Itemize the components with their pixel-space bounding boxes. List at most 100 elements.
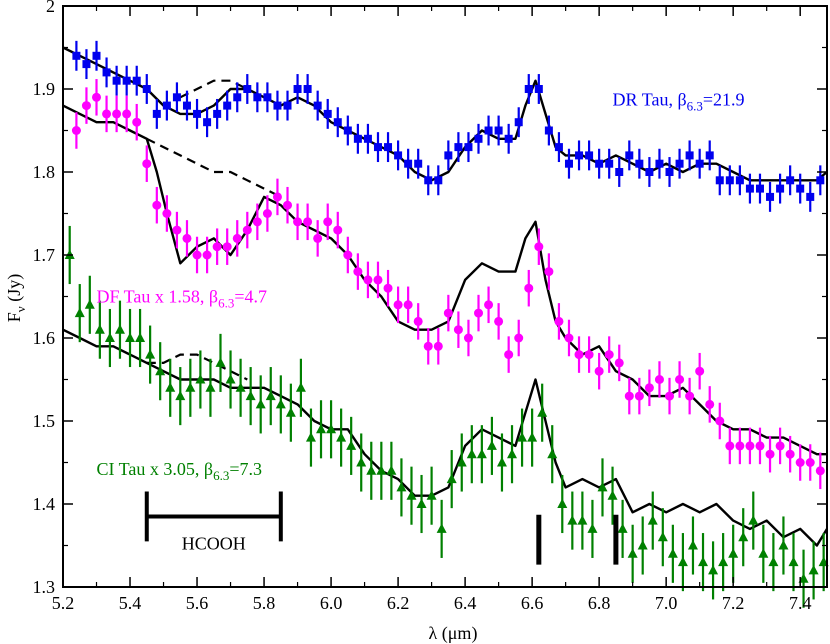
data-point-df xyxy=(162,209,172,218)
data-point-dr xyxy=(735,176,744,185)
y-tick-label: 1.5 xyxy=(33,411,56,431)
data-point-ci xyxy=(255,398,266,409)
data-point-df xyxy=(463,333,473,343)
data-point-dr xyxy=(504,134,513,143)
data-point-dr xyxy=(223,101,232,110)
data-point-ci xyxy=(84,299,95,309)
data-point-ci xyxy=(738,531,749,542)
data-point-ci xyxy=(406,490,417,500)
data-point-df xyxy=(624,391,634,401)
data-point-df xyxy=(775,441,785,451)
data-point-ci xyxy=(356,457,367,467)
data-point-ci xyxy=(195,374,206,384)
data-point-df xyxy=(353,267,363,277)
data-point-df xyxy=(534,242,544,252)
data-point-dr xyxy=(213,109,222,118)
data-point-dr xyxy=(384,143,393,152)
data-point-dr xyxy=(404,159,413,168)
data-point-ci xyxy=(305,432,316,442)
data-point-ci xyxy=(74,307,85,318)
data-point-df xyxy=(283,200,293,210)
data-point-dr xyxy=(625,151,634,160)
data-point-ci xyxy=(758,548,769,558)
data-point-df xyxy=(323,217,333,227)
data-point-df xyxy=(634,391,644,401)
data-point-dr xyxy=(484,126,493,135)
data-point-ci xyxy=(788,556,799,567)
data-point-dr xyxy=(414,159,423,168)
x-tick-label: 6.8 xyxy=(588,593,611,613)
data-point-dr xyxy=(786,176,795,185)
data-point-dr xyxy=(776,184,785,193)
x-axis-title-unit: μm xyxy=(448,623,472,643)
data-point-dr xyxy=(303,85,312,93)
data-point-dr xyxy=(544,126,553,135)
data-point-df xyxy=(383,283,393,293)
data-point-ci xyxy=(275,398,286,409)
data-point-dr xyxy=(575,151,584,160)
data-point-df xyxy=(554,316,564,326)
data-point-df xyxy=(644,383,654,393)
data-point-df xyxy=(745,441,755,451)
data-point-df xyxy=(785,449,795,459)
x-tick-label: 7.0 xyxy=(655,593,678,613)
data-point-ci xyxy=(185,382,196,392)
y-tick-label: 1.4 xyxy=(33,494,56,514)
data-point-ci xyxy=(687,540,698,550)
data-point-df xyxy=(172,225,182,235)
data-point-df xyxy=(393,300,403,310)
y-axis-title-rest: (Jy) xyxy=(4,274,25,307)
data-point-dr xyxy=(554,143,563,152)
x-tick-label: 7.4 xyxy=(789,593,812,613)
data-point-ci xyxy=(778,540,789,550)
data-point-dr xyxy=(635,159,644,168)
data-point-df xyxy=(735,441,745,451)
data-point-ci xyxy=(527,432,538,442)
data-point-df xyxy=(182,233,192,243)
data-point-dr xyxy=(363,134,372,143)
data-point-dr xyxy=(755,184,764,193)
data-point-dr xyxy=(454,143,463,152)
data-point-dr xyxy=(203,118,212,127)
data-point-ci xyxy=(245,390,256,401)
data-point-df xyxy=(594,366,604,376)
data-point-df xyxy=(81,101,91,111)
model-line-df xyxy=(62,104,827,456)
y-tick-label: 2 xyxy=(46,0,55,16)
data-point-df xyxy=(71,126,81,135)
data-point-df xyxy=(373,275,383,285)
data-point-df xyxy=(433,341,443,351)
data-point-ci xyxy=(265,390,276,401)
data-point-ci xyxy=(155,365,166,376)
series-label-dr-sub: 6.3 xyxy=(687,99,703,114)
data-point-ci xyxy=(587,523,598,533)
data-point-dr xyxy=(263,93,272,102)
data-point-dr xyxy=(92,51,101,60)
data-point-dr xyxy=(766,192,775,201)
data-point-dr xyxy=(645,168,654,176)
data-point-dr xyxy=(816,176,825,185)
series-label-df-sub: 6.3 xyxy=(218,295,234,310)
data-point-df xyxy=(705,399,715,409)
data-point-df xyxy=(112,109,122,119)
data-point-dr xyxy=(323,109,332,118)
x-tick-label: 6.4 xyxy=(454,593,477,613)
data-point-ci xyxy=(597,481,608,492)
data-point-ci xyxy=(175,390,186,401)
data-point-dr xyxy=(122,76,131,85)
data-point-df xyxy=(92,92,102,102)
data-point-dr xyxy=(193,109,202,118)
data-point-df xyxy=(715,416,725,426)
data-point-df xyxy=(564,333,574,343)
data-point-df xyxy=(363,275,373,285)
y-tick-label: 1.7 xyxy=(33,245,56,265)
data-point-ci xyxy=(637,540,648,550)
data-point-ci xyxy=(215,357,226,367)
data-point-ci xyxy=(798,573,809,583)
data-point-df xyxy=(222,242,232,252)
data-point-df xyxy=(453,325,463,335)
dashed-line-ci xyxy=(146,353,248,381)
data-point-ci xyxy=(667,548,678,558)
data-point-ci xyxy=(456,457,467,467)
